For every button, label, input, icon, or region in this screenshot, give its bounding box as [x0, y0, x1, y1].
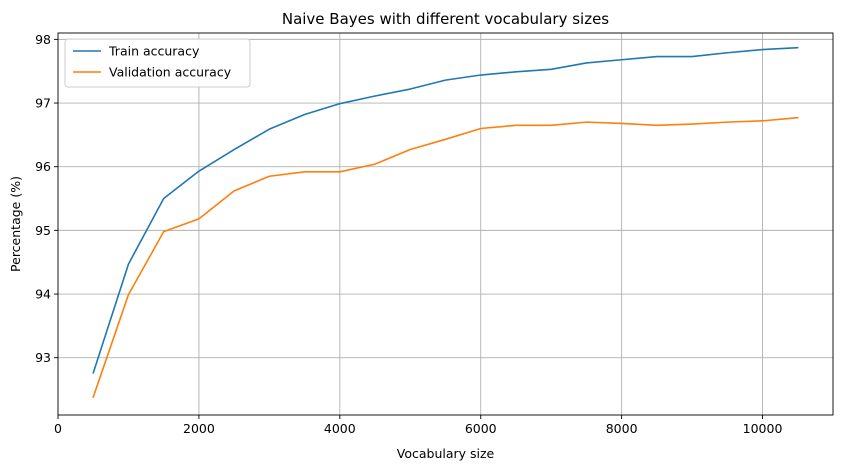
x-tick-label: 8000 [606, 421, 638, 436]
x-tick-label: 2000 [183, 421, 215, 436]
x-tick-label: 0 [54, 421, 62, 436]
y-tick-label: 94 [35, 287, 51, 302]
x-tick-label: 10000 [743, 421, 783, 436]
grid [58, 33, 833, 415]
legend-label-validation: Validation accuracy [109, 65, 232, 80]
axis-ticks: 0 2000 4000 6000 8000 10000 93 94 95 96 97 98 [35, 32, 782, 436]
series-layer [92, 46, 799, 398]
y-tick-label: 93 [35, 350, 51, 365]
chart-title: Naive Bayes with different vocabulary si… [282, 10, 609, 28]
y-axis-label: Percentage (%) [8, 176, 23, 272]
y-tick-label: 95 [35, 223, 51, 238]
x-tick-label: 4000 [324, 421, 356, 436]
legend: Train accuracy Validation accuracy [64, 38, 251, 88]
y-tick-label: 98 [35, 32, 51, 47]
y-tick-label: 97 [35, 96, 51, 111]
y-tick-label: 96 [35, 159, 51, 174]
legend-box [64, 38, 251, 88]
x-tick-label: 6000 [465, 421, 497, 436]
x-axis-label: Vocabulary size [397, 446, 495, 461]
legend-label-train: Train accuracy [108, 44, 200, 59]
train-accuracy-line [92, 46, 799, 374]
plot-frame [57, 32, 834, 416]
validation-accuracy-line [92, 116, 799, 398]
